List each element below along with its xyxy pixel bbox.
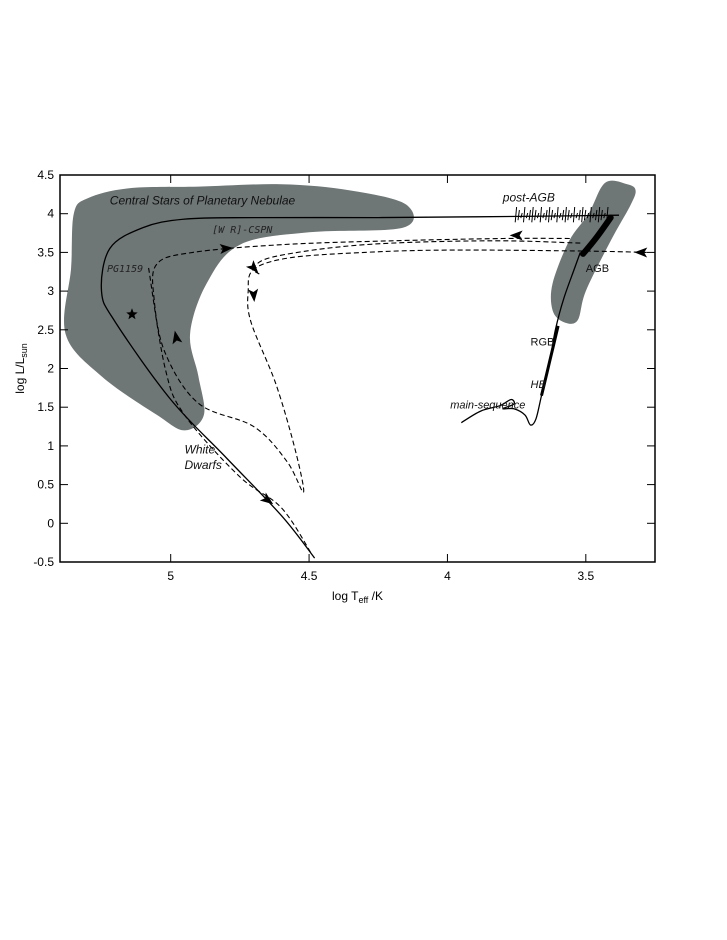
star-marker-1 <box>126 308 138 320</box>
arrowhead-2 <box>509 230 523 241</box>
direction-arrows <box>172 230 648 505</box>
x-axis-ticks: 5 4.5 4 3.5 <box>167 175 594 583</box>
x-axis-title-main: log T <box>332 589 359 603</box>
x-axis-title-suffix: /K <box>368 589 383 603</box>
x-axis-title: log Teff /K <box>332 589 383 605</box>
y-tick-label: 1.5 <box>37 400 54 414</box>
x-axis-title-sub: eff <box>358 595 368 605</box>
post-agb-pulses <box>514 206 609 223</box>
x-tick-label: 5 <box>167 569 174 583</box>
x-tick-label: 4 <box>444 569 451 583</box>
region-agb <box>550 180 636 324</box>
annotations: Central Stars of Planetary Nebulae [W R]-… <box>107 190 609 472</box>
y-tick-label: 1 <box>47 439 54 453</box>
shaded-regions <box>64 180 636 431</box>
y-tick-label: 3 <box>47 284 54 298</box>
track-dashed-descent <box>148 267 313 555</box>
y-axis-title-main: log L/L <box>13 357 27 393</box>
y-tick-label: -0.5 <box>33 555 54 569</box>
annotation-pg1159: PG1159 <box>107 264 143 275</box>
arrowhead-1 <box>634 247 648 258</box>
track-main-sequence <box>460 252 581 426</box>
arrowhead-7 <box>259 492 274 505</box>
annotation-hb: HB <box>531 379 546 391</box>
y-axis-ticks: -0.5 0 0.5 1 1.5 2 2.5 3 3.5 4 4.5 <box>33 168 655 569</box>
annotation-central-stars-of-planetary-nebulae: Central Stars of Planetary Nebulae <box>110 193 296 207</box>
y-axis-title: log L/Lsun <box>13 343 29 394</box>
arrowhead-6 <box>172 330 183 345</box>
annotation-white: White <box>185 443 216 457</box>
star-markers <box>126 308 138 320</box>
rgb-thick-branch <box>540 325 560 396</box>
y-tick-label: 4.5 <box>37 168 54 182</box>
annotation-rgb: RGB <box>531 336 555 348</box>
x-tick-label: 3.5 <box>577 569 594 583</box>
arrowhead-4 <box>245 260 259 274</box>
track-post-agb <box>100 214 620 559</box>
post-agb-pulse-features <box>514 206 614 396</box>
annotation-post-agb: post-AGB <box>502 190 555 204</box>
y-tick-label: 0.5 <box>37 478 54 492</box>
annotation-dwarfs: Dwarfs <box>185 458 222 472</box>
y-tick-label: 2 <box>47 362 54 376</box>
annotation-agb: AGB <box>586 263 609 275</box>
arrowhead-3 <box>219 244 233 255</box>
agb-thick-branch <box>580 214 614 257</box>
arrowhead-5 <box>248 288 259 302</box>
x-tick-label: 4.5 <box>301 569 318 583</box>
annotation-main-sequence: main-sequence <box>450 400 525 412</box>
region-central-stars-of-planetary-nebulae <box>64 184 414 431</box>
annotation-w-r-cspn: [W R]-CSPN <box>212 225 273 236</box>
track-dashed-branch <box>252 240 581 275</box>
evolution-tracks <box>100 214 647 559</box>
y-tick-label: 4 <box>47 207 54 221</box>
y-tick-label: 3.5 <box>37 245 54 259</box>
y-tick-label: 0 <box>47 516 54 530</box>
track-born-again-loop <box>151 237 647 493</box>
y-tick-label: 2.5 <box>37 323 54 337</box>
y-axis-title-sub: sun <box>19 343 29 358</box>
